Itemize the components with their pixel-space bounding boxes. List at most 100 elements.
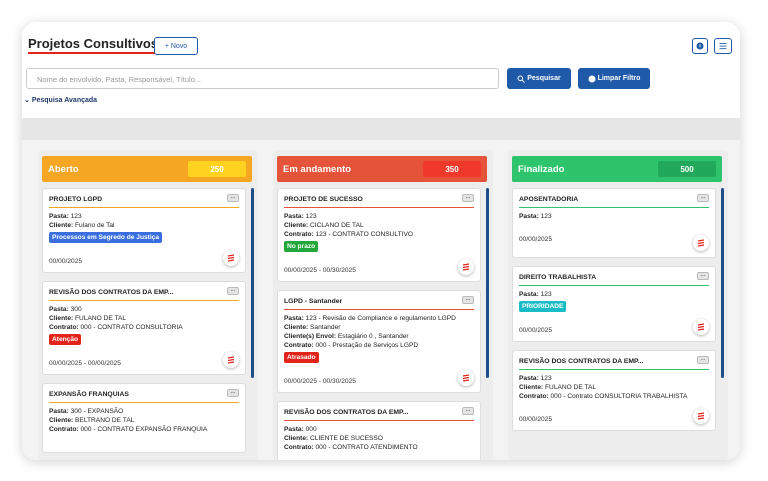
- card-field: Pasta: 123: [49, 212, 239, 221]
- card[interactable]: REVISÃO DOS CONTRATOS DA EMP...... Pasta:…: [42, 281, 246, 375]
- new-button[interactable]: + Novo: [154, 37, 198, 55]
- column-count: 350: [423, 161, 481, 177]
- status-tag: PRIORIDADE: [519, 301, 567, 312]
- search-input[interactable]: Nome do envolvido, Pasta, Responsável, T…: [26, 68, 499, 89]
- advanced-search-label: Pesquisa Avançada: [31, 97, 98, 104]
- clear-icon: [588, 75, 596, 82]
- field-value: 000 - Prestação de Serviços LGPD: [315, 342, 419, 349]
- field-value: 000 - CONTRATO EXPANSÃO FRANQUIA: [80, 426, 208, 433]
- card-field: Pasta: 123: [519, 212, 709, 221]
- card-field: Pasta: 123: [519, 374, 709, 383]
- field-label: Pasta:: [49, 306, 69, 313]
- column-header: Finalizado 500: [512, 156, 722, 182]
- field-label: Contrato:: [284, 231, 314, 238]
- icon-glyph: [227, 356, 235, 364]
- card-field: Cliente: BELTRANO DE TAL: [49, 416, 239, 425]
- card-field: Pasta: 300 - EXPANSÃO: [49, 407, 239, 416]
- card[interactable]: DIREITO TRABALHISTA... Pasta: 123 PRIORIDA…: [512, 266, 716, 342]
- card-action-icon[interactable]: [458, 370, 474, 386]
- card-menu-button[interactable]: ...: [697, 272, 709, 280]
- field-value: CICLANO DE TAL: [310, 222, 364, 229]
- card-title: APOSENTADORIA: [519, 195, 709, 208]
- field-value: 123 - Revisão de Compliance e regulament…: [305, 315, 456, 322]
- card-title: REVISÃO DOS CONTRATOS DA EMP...: [49, 288, 239, 301]
- field-value: Santander: [310, 324, 341, 331]
- card-menu-button[interactable]: ...: [227, 287, 239, 295]
- field-label: Cliente:: [284, 435, 309, 442]
- card-menu-button[interactable]: ...: [227, 389, 239, 397]
- field-label: Cliente:: [284, 324, 309, 331]
- icon-glyph: [462, 263, 470, 271]
- clear-filter-button[interactable]: Limpar Filtro: [578, 68, 650, 89]
- field-value: 123: [540, 213, 552, 220]
- field-value: Fulano de Tal: [75, 222, 115, 229]
- card[interactable]: PROJETO DE SUCESSO... Pasta: 123 Cliente: …: [277, 188, 481, 282]
- kanban-board: Aberto 250 PROJETO LGPD... Pasta: 123 Client…: [22, 140, 740, 460]
- field-label: Cliente(s) Envol:: [284, 333, 337, 340]
- kanban-column: Em andamento 350 PROJETO DE SUCESSO... Past…: [273, 150, 493, 460]
- field-label: Cliente:: [49, 315, 74, 322]
- column-count: 500: [658, 161, 716, 177]
- field-value: 300 - EXPANSÃO: [70, 408, 124, 415]
- field-value: CLIENTE DE SUCESSO: [310, 435, 383, 442]
- card-menu-button[interactable]: ...: [697, 194, 709, 202]
- card-field: Contrato: 000 - Prestação de Serviços LG…: [284, 341, 474, 350]
- search-icon: [517, 75, 526, 83]
- card-field: Contrato: 000 - CONTRATO EXPANSÃO FRANQU…: [49, 425, 239, 434]
- field-value: 000 - Contrato CONSULTORIA TRABALHISTA: [550, 393, 688, 400]
- card-action-icon[interactable]: [693, 408, 709, 424]
- card-field: Pasta: 300: [49, 305, 239, 314]
- card-action-icon[interactable]: [693, 235, 709, 251]
- field-label: Contrato:: [284, 444, 314, 451]
- card-menu-button[interactable]: ...: [462, 194, 474, 202]
- column-body: APOSENTADORIA... Pasta: 123 00/00/2025 DIRE…: [512, 188, 724, 460]
- field-value: 123 - CONTRATO CONSULTIVO: [315, 231, 413, 238]
- advanced-search[interactable]: ⌄ Pesquisa Avançada: [24, 97, 98, 104]
- card-action-icon[interactable]: [458, 259, 474, 275]
- clear-filter-label: Limpar Filtro: [597, 75, 641, 82]
- card-date: 00/00/2025: [519, 236, 553, 243]
- card-menu-button[interactable]: ...: [462, 407, 474, 415]
- card-menu-button[interactable]: ...: [227, 194, 239, 202]
- card[interactable]: REVISÃO DOS CONTRATOS DA EMP...... Pasta:…: [277, 401, 481, 460]
- field-label: Pasta:: [49, 408, 69, 415]
- help-button[interactable]: [692, 38, 708, 54]
- field-label: Pasta:: [284, 315, 304, 322]
- page-title: Projetos Consultivos: [28, 36, 159, 54]
- field-value: 000 - CONTRATO ATENDIMENTO: [315, 444, 418, 451]
- card[interactable]: REVISÃO DOS CONTRATOS DA EMP...... Pasta:…: [512, 350, 716, 431]
- card[interactable]: APOSENTADORIA... Pasta: 123 00/00/2025: [512, 188, 716, 258]
- field-label: Contrato:: [284, 342, 314, 349]
- card-field: Pasta: 123 - Revisão de Compliance e reg…: [284, 314, 474, 323]
- card[interactable]: PROJETO LGPD... Pasta: 123 Cliente: Fulano…: [42, 188, 246, 273]
- card-field: Cliente: FULANO DE TAL: [49, 314, 239, 323]
- card-action-icon[interactable]: [223, 250, 239, 266]
- panel: Projetos Consultivos + Novo Nome do envo…: [22, 22, 740, 460]
- field-value: FULANO DE TAL: [545, 384, 597, 391]
- card[interactable]: LGPD - Santander... Pasta: 123 - Revisão …: [277, 290, 481, 393]
- card-title: PROJETO LGPD: [49, 195, 239, 208]
- status-tag: No prazo: [284, 241, 319, 252]
- search-button[interactable]: Pesquisar: [507, 68, 571, 89]
- card[interactable]: EXPANSÃO FRANQUIAS... Pasta: 300 - EXPANS…: [42, 383, 246, 453]
- field-label: Pasta:: [519, 213, 539, 220]
- field-label: Cliente:: [519, 384, 544, 391]
- card-field: Cliente: CLIENTE DE SUCESSO: [284, 434, 474, 443]
- list-view-button[interactable]: [714, 38, 732, 54]
- card-field: Cliente(s) Envol: Estagiário 0 , Santand…: [284, 332, 474, 341]
- field-value: 123: [305, 213, 317, 220]
- card-action-icon[interactable]: [693, 319, 709, 335]
- card-menu-button[interactable]: ...: [462, 296, 474, 304]
- card-date: 00/00/2025 - 00/00/2025: [49, 360, 121, 367]
- card-title: DIREITO TRABALHISTA: [519, 273, 709, 286]
- divider-band: [22, 118, 740, 140]
- card-field: Pasta: 000: [284, 425, 474, 434]
- status-tag: Atenção: [49, 334, 82, 345]
- icon-glyph: [697, 239, 705, 247]
- card-menu-button[interactable]: ...: [697, 356, 709, 364]
- card-action-icon[interactable]: [223, 352, 239, 368]
- search-button-label: Pesquisar: [527, 75, 561, 82]
- card-field: Cliente: Santander: [284, 323, 474, 332]
- card-title: REVISÃO DOS CONTRATOS DA EMP...: [519, 357, 709, 370]
- column-count: 250: [188, 161, 246, 177]
